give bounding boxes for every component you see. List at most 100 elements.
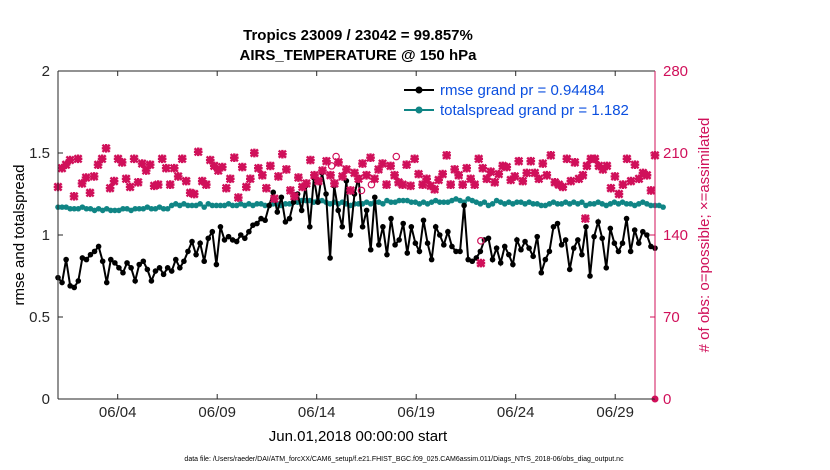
obs-assimilated-marker [490,177,500,187]
obs-assimilated-marker [618,180,628,190]
series-rmse-point [274,209,281,215]
obs-assimilated-marker [626,176,636,186]
obs-assimilated-marker [157,154,167,164]
obs-assimilated-marker [261,183,271,193]
series-rmse-point [599,235,606,242]
series-rmse-point [140,258,147,265]
series-totalspread-point [587,201,593,207]
obs-assimilated-marker [334,157,343,167]
obs-assimilated-marker [538,159,548,168]
obs-assimilated-marker [462,163,472,173]
obs-assimilated-marker [494,169,504,179]
chart-title-line1: Tropics 23009 / 23042 = 99.857% [243,27,473,44]
obs-assimilated-marker [137,159,147,168]
series-rmse-point [128,265,134,271]
obs-assimilated-marker [141,166,151,176]
obs-assimilated-marker [418,180,428,190]
series-rmse-point [441,242,447,248]
series-rmse-point [75,278,82,284]
obs-assimilated-marker [506,175,516,185]
series-rmse-point [290,199,297,205]
series-rmse-point [562,237,569,243]
obs-assimilated-marker [510,171,520,181]
obs-assimilated-marker [253,163,263,173]
series-rmse-point [371,194,378,201]
obs-assimilated-marker [566,176,576,186]
obs-assimilated-marker [614,189,624,199]
legend-rmse-label: rmse grand pr = 0.94484 [440,82,605,99]
series-totalspread-point [83,205,90,212]
obs-assimilated-marker [201,180,211,190]
obs-assimilated-marker [69,191,79,201]
obs-assimilated-marker [233,193,243,202]
obs-assimilated-marker [241,182,251,192]
series-totalspread-point [136,205,143,212]
series-rmse-point [376,242,382,248]
series-totalspread-point [254,201,260,207]
obs-assimilated-marker [590,154,600,164]
series-totalspread-point [538,202,545,209]
series-rmse-point [71,284,78,291]
series-rmse-point [315,199,321,205]
obs-assimilated-marker [350,168,359,178]
series-totalspread-point [107,207,114,214]
obs-assimilated-marker [646,186,656,195]
series-rmse-point [144,266,151,273]
obs-assimilated-marker [458,180,468,190]
series-rmse-point [132,278,138,284]
series-totalspread-point [514,199,520,205]
x-tick-label: 06/04 [99,404,137,421]
obs-assimilated-marker [153,180,163,190]
obs-assimilated-marker [450,164,460,174]
y-right-tick-label: 70 [663,309,680,326]
series-rmse-point [339,224,346,230]
obs-possible-marker [367,180,376,189]
series-rmse-point [95,243,102,250]
y-left-tick-label: 2 [42,63,50,80]
series-totalspread-point [67,205,73,212]
series-rmse-point [392,242,398,248]
series-totalspread-point [400,197,407,204]
series-rmse-point [477,248,484,255]
obs-assimilated-marker [73,154,83,164]
series-rmse-point [363,207,370,214]
obs-assimilated-marker [470,180,480,190]
series-rmse-point [205,235,212,242]
obs-assimilated-marker [205,155,215,165]
y-left-tick-label: 0.5 [29,309,50,326]
series-rmse-point [611,240,618,246]
series-rmse-point [412,240,419,246]
obs-assimilated-marker [269,194,279,204]
series-rmse-point [262,217,268,224]
y-left-tick-label: 0 [42,391,50,408]
series-totalspread-point [648,202,654,209]
obs-assimilated-marker [530,168,540,178]
obs-assimilated-marker [546,150,556,160]
series-rmse-point [428,256,435,263]
series-totalspread-point [71,205,78,212]
obs-assimilated-marker [245,174,255,184]
series-totalspread-point [579,199,585,205]
series-rmse-point [445,228,451,235]
obs-assimilated-marker [570,157,580,167]
series-rmse-point [416,248,423,255]
series-rmse-point [254,220,260,227]
obs-assimilated-marker [518,176,528,186]
series-rmse-point [197,240,203,246]
series-rmse-point [396,237,402,243]
series-rmse-point [627,248,634,255]
series-totalspread-point [388,199,394,205]
series-rmse-point [233,238,240,245]
obs-assimilated-marker [438,169,448,179]
series-rmse-point [623,215,630,222]
series-totalspread-point [217,202,224,209]
series-rmse-point [367,246,374,253]
series-rmse-point [124,260,130,266]
series-rmse-point [424,240,431,246]
obs-assimilated-marker [301,179,311,188]
series-rmse-point [518,246,524,253]
obs-assimilated-marker [257,170,267,180]
series-totalspread-point [262,202,268,209]
obs-assimilated-marker [386,161,396,171]
